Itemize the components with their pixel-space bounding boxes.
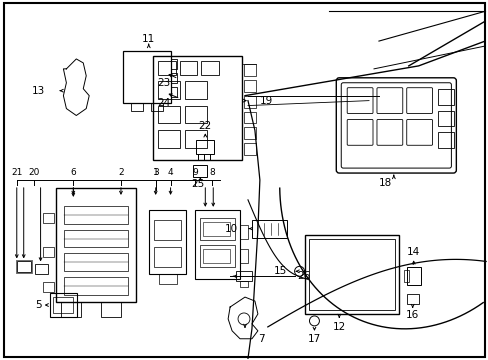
Text: 17: 17 — [307, 334, 321, 344]
Text: 18: 18 — [378, 178, 391, 188]
Bar — [64, 277, 128, 295]
Bar — [185, 105, 207, 123]
Bar — [153, 247, 181, 267]
Text: 10: 10 — [224, 224, 238, 234]
Text: 20: 20 — [28, 167, 39, 176]
Bar — [244, 112, 255, 123]
Bar — [193, 165, 207, 177]
Bar — [64, 230, 128, 247]
Bar — [203, 222, 230, 235]
Bar — [438, 111, 453, 126]
Bar — [157, 105, 179, 123]
Bar — [179, 61, 197, 75]
Bar — [196, 140, 214, 154]
Bar — [152, 56, 242, 160]
Text: 16: 16 — [405, 310, 418, 320]
Bar — [153, 220, 181, 239]
Bar — [244, 64, 255, 76]
Bar — [101, 302, 121, 317]
Bar — [170, 73, 176, 83]
Bar — [185, 81, 207, 99]
Bar — [16, 260, 32, 273]
Text: 1: 1 — [153, 167, 158, 176]
Bar — [195, 210, 240, 279]
Bar — [308, 239, 394, 310]
Text: 3: 3 — [153, 167, 158, 176]
Bar — [157, 81, 179, 99]
Bar — [240, 249, 247, 264]
Bar — [49, 293, 77, 317]
Bar — [61, 302, 81, 317]
Bar — [17, 261, 31, 272]
Bar — [201, 61, 219, 75]
Text: 21: 21 — [11, 167, 22, 176]
Text: 6: 6 — [70, 167, 76, 176]
Bar — [244, 96, 255, 108]
Text: 8: 8 — [209, 167, 215, 176]
Bar — [64, 206, 128, 224]
Bar — [244, 127, 255, 139]
Bar — [56, 188, 136, 302]
Text: 15: 15 — [273, 266, 286, 276]
Bar — [406, 267, 420, 285]
Text: 12: 12 — [332, 322, 345, 332]
Bar — [203, 249, 230, 264]
Bar — [170, 87, 176, 96]
Bar — [42, 213, 54, 223]
Text: 11: 11 — [142, 34, 155, 44]
Bar — [403, 270, 408, 282]
Bar — [131, 103, 142, 111]
Bar — [35, 264, 47, 274]
Bar — [438, 89, 453, 105]
Bar — [157, 130, 179, 148]
Bar — [236, 271, 251, 281]
Text: 9: 9 — [192, 167, 198, 176]
Bar — [244, 80, 255, 92]
Bar — [200, 246, 235, 267]
Bar — [148, 210, 186, 274]
Bar — [42, 282, 54, 292]
Bar — [64, 253, 128, 271]
Bar — [53, 297, 73, 313]
Text: 26: 26 — [297, 271, 310, 281]
Bar — [304, 235, 398, 314]
Bar — [240, 225, 247, 239]
Text: 4: 4 — [167, 167, 173, 176]
Bar — [244, 143, 255, 155]
Bar — [438, 132, 453, 148]
Text: 5: 5 — [35, 300, 41, 310]
Text: 2: 2 — [118, 167, 123, 176]
Bar — [240, 281, 247, 287]
Bar — [200, 218, 235, 239]
Text: 7: 7 — [257, 334, 264, 344]
Bar — [158, 274, 176, 284]
Text: 24: 24 — [157, 98, 170, 108]
Text: 25: 25 — [191, 179, 204, 189]
Bar — [122, 51, 170, 103]
Bar — [42, 247, 54, 257]
Text: 23: 23 — [157, 78, 170, 88]
Text: 14: 14 — [406, 247, 420, 257]
Text: 22: 22 — [198, 121, 211, 131]
Text: 19: 19 — [259, 96, 273, 105]
Bar — [406, 294, 418, 304]
Bar — [251, 220, 286, 238]
Bar — [185, 130, 207, 148]
Bar — [157, 61, 175, 75]
Bar — [170, 59, 176, 69]
Bar — [150, 103, 163, 111]
Text: 13: 13 — [32, 86, 45, 96]
